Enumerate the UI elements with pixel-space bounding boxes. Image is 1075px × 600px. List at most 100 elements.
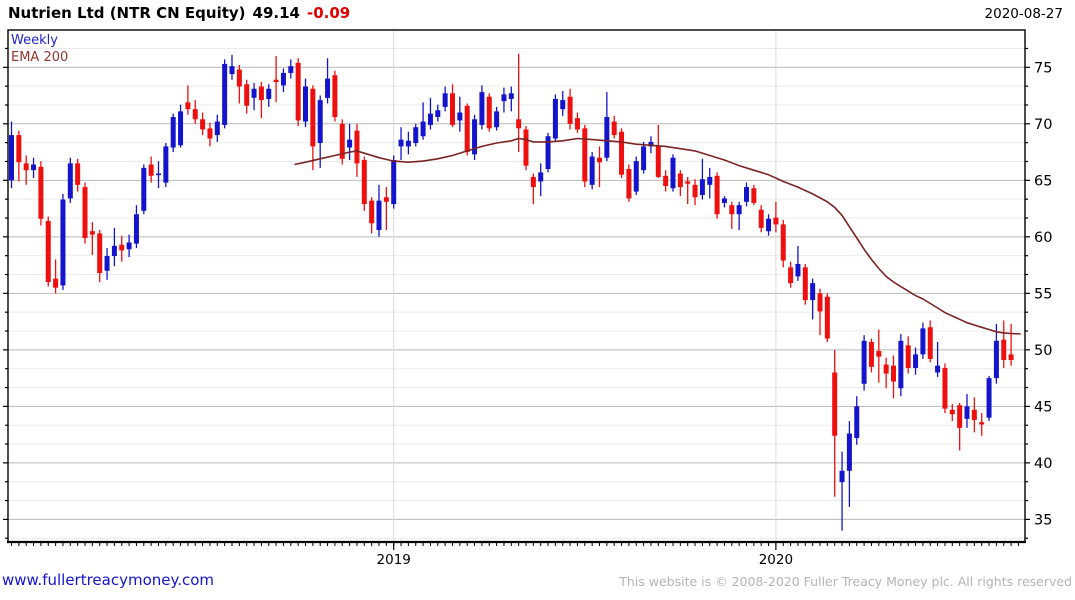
candle [170,113,176,153]
candle [670,154,676,192]
candle [280,68,286,93]
candle [971,397,977,433]
candle [802,263,808,305]
candle [273,55,279,103]
candle [317,95,323,168]
candle [214,114,220,142]
candle [780,219,786,268]
candle [53,259,59,294]
candle [582,124,588,188]
candle [405,131,411,155]
candle [420,102,426,140]
candle [347,123,353,160]
candle [795,245,801,281]
candle [236,65,242,104]
candle [494,106,500,131]
candle [38,161,44,226]
candle [545,132,551,173]
y-axis-label: 70 [1034,117,1052,133]
candle [111,227,117,267]
candle [633,156,639,196]
candle [427,97,433,130]
candle [868,338,874,373]
candle [222,59,228,129]
copyright-text: This website is © 2008-2020 Fuller Treac… [619,574,1072,589]
candle [832,349,838,497]
candle [898,334,904,397]
candle [303,78,308,128]
candle [244,79,250,114]
candle [67,157,73,203]
candle [148,156,154,183]
candle [824,293,830,342]
candle [567,88,573,130]
instrument-name: Nutrien Ltd (NTR CN Equity) [8,4,246,22]
candle [736,201,742,231]
candle [619,128,625,179]
candle [854,396,860,445]
candle [450,84,455,128]
candle [677,170,683,197]
candle [508,86,514,112]
candle [229,54,235,80]
candle [141,164,147,215]
candle [156,161,161,189]
candle [516,53,522,153]
website-link[interactable]: www.fullertreacymoney.com [2,571,215,589]
candle [361,156,367,211]
x-axis: 2019 2020 [11,543,1019,568]
candle [538,163,544,197]
candle [391,155,397,209]
y-axis: 35 40 45 50 55 60 65 70 75 [3,47,1052,539]
candle [957,402,963,451]
candles-group [9,53,1014,531]
candle [251,83,257,111]
candle [817,288,823,336]
candle [97,230,103,283]
candle [876,329,882,383]
chart-legend: Weekly EMA 200 [11,32,68,66]
candle [31,157,37,179]
candle [574,112,580,133]
candle [266,84,272,107]
candle [846,421,852,507]
candle [442,86,448,112]
candle [75,158,81,192]
candle [773,201,779,233]
candle [839,451,845,531]
candle [295,58,301,127]
candle [920,322,926,359]
candle [413,123,419,147]
candle [1008,323,1014,366]
candle [861,335,867,391]
candle [23,155,29,185]
candle [530,173,536,205]
legend-timeframe: Weekly [11,33,58,48]
candle [721,196,727,208]
candle [692,179,698,206]
candle [126,234,132,258]
candle [758,205,764,233]
candle [464,103,470,156]
x-axis-year-label: 2019 [377,552,411,568]
candle [200,112,206,136]
candle [178,104,184,148]
candle [788,261,794,288]
candle [552,94,558,142]
candle [707,167,713,199]
candle [486,93,492,132]
candle [104,248,110,280]
y-axis-label: 35 [1034,512,1052,528]
y-axis-label: 60 [1034,230,1052,246]
candle [258,81,264,119]
year-gridlines [393,30,777,542]
candle [435,104,441,122]
candle [942,363,948,414]
candle [9,121,14,189]
price-change: -0.09 [306,4,351,22]
candle [927,320,933,363]
y-axis-label: 55 [1034,286,1052,302]
candle [905,336,911,374]
